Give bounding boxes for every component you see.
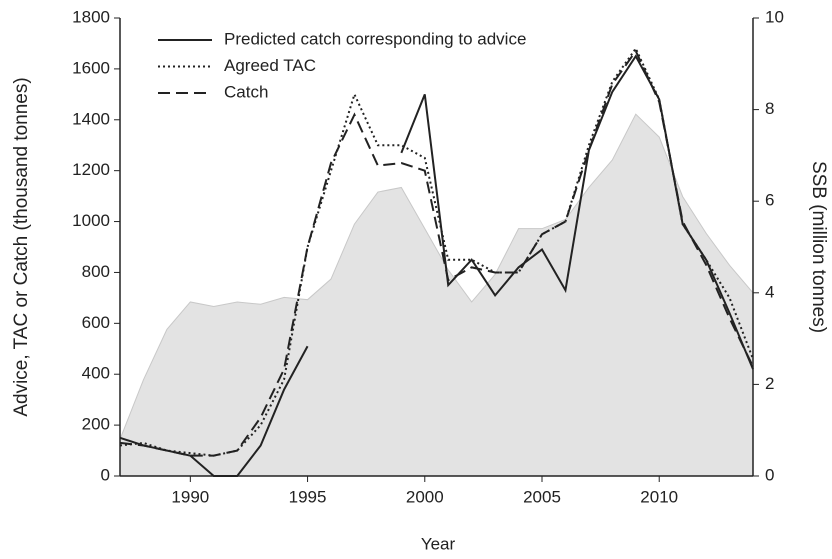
legend-label: Agreed TAC: [224, 56, 316, 75]
x-tick-label: 2005: [523, 487, 561, 506]
line: [119, 46, 754, 457]
line: [119, 49, 754, 457]
area: [119, 113, 754, 477]
x-tick-label: 1995: [289, 487, 327, 506]
y-axis-label: Advice, TAC or Catch (thousand tonnes): [11, 77, 32, 416]
legend-label: Catch: [224, 82, 268, 101]
x-axis-label: Year: [421, 534, 456, 553]
y2-tick-label: 6: [765, 191, 774, 210]
x-tick-label: 1990: [171, 487, 209, 506]
y-tick-label: 1800: [72, 7, 110, 26]
x-tick-label: 2010: [640, 487, 678, 506]
x-tick-label: 2000: [406, 487, 444, 506]
y-tick-label: 1400: [72, 109, 110, 128]
y-tick-label: 400: [82, 364, 110, 383]
y-tick-label: 1200: [72, 160, 110, 179]
y-tick-label: 200: [82, 415, 110, 434]
y-tick-label: 1600: [72, 58, 110, 77]
y2-tick-label: 10: [765, 7, 784, 26]
y-tick-label: 0: [101, 465, 110, 484]
y2-tick-label: 4: [765, 282, 774, 301]
y-tick-label: 600: [82, 313, 110, 332]
y2-tick-label: 2: [765, 374, 774, 393]
y2-tick-label: 0: [765, 465, 774, 484]
y-tick-label: 1000: [72, 211, 110, 230]
legend-label: Predicted catch corresponding to advice: [224, 29, 526, 48]
y-tick-label: 800: [82, 262, 110, 281]
y2-axis-label: SSB (million tonnes): [808, 161, 829, 333]
y2-tick-label: 8: [765, 99, 774, 118]
